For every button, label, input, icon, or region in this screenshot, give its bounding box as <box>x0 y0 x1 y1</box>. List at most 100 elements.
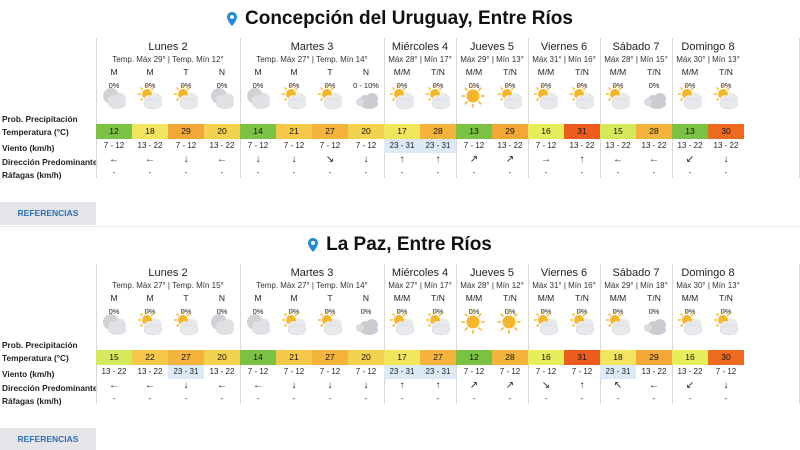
wind-speed-cell: 13 - 22 <box>605 141 631 150</box>
sun-cloud-icon <box>675 310 705 336</box>
period-label: T <box>327 67 333 77</box>
day-temp-range: Máx 27° | Mín 17° <box>388 281 452 290</box>
day-temp-range: Máx 30° | Mín 13° <box>676 55 740 64</box>
precip-probability: 0% <box>324 81 336 90</box>
temperature-cell: 20 <box>348 124 384 139</box>
wind-speed-cell: 7 - 12 <box>715 367 737 376</box>
day-name: Lunes 2 <box>148 267 188 279</box>
temperature-cell: 30 <box>708 350 744 365</box>
period-label: T/N <box>575 293 589 303</box>
wind-direction-arrow-icon: ↗ <box>469 380 479 391</box>
wind-direction-arrow-icon: ↓ <box>363 154 369 165</box>
wind-direction-arrow-icon: ↘ <box>325 154 335 165</box>
period-label: T/N <box>647 293 661 303</box>
day-separator <box>240 264 241 404</box>
wind-direction-arrow-icon: ↓ <box>723 154 729 165</box>
references-button[interactable]: REFERENCIAS <box>0 202 96 225</box>
wind-speed-cell: 13 - 22 <box>497 141 523 150</box>
day-separator <box>600 38 601 178</box>
row-label-temp: Temperatura (°C) <box>2 127 69 137</box>
gust-cell: - <box>292 168 296 177</box>
sun-cloud-icon <box>387 310 417 336</box>
sun-cloud-icon <box>171 310 201 336</box>
wind-speed-cell: 13 - 22 <box>137 367 163 376</box>
wind-speed-cell: 7 - 12 <box>463 367 485 376</box>
wind-direction-arrow-icon: ↓ <box>291 380 297 391</box>
sun-cloud-icon <box>279 310 309 336</box>
precip-probability: 0% <box>288 307 300 316</box>
wind-speed-cell: 23 - 31 <box>168 365 204 379</box>
precip-probability: 0% <box>252 307 264 316</box>
gust-cell: - <box>328 168 332 177</box>
day-temp-range: Máx 28° | Mín 12° <box>460 281 524 290</box>
temperature-cell: 17 <box>384 124 420 139</box>
sun-cloud-icon <box>171 84 201 110</box>
temperature-cell: 28 <box>492 350 528 365</box>
sun-cloud-icon <box>603 310 633 336</box>
wind-speed-cell: 13 - 22 <box>101 367 127 376</box>
gust-cell: - <box>652 168 656 177</box>
day-name: Martes 3 <box>290 267 334 279</box>
precip-probability: 0% <box>252 81 264 90</box>
temperature-cell: 16 <box>672 350 708 365</box>
precip-probability: 0% <box>648 307 660 316</box>
temperature-cell: 15 <box>96 350 132 365</box>
wind-direction-arrow-icon: ↓ <box>183 154 189 165</box>
precip-probability: 0% <box>144 307 156 316</box>
temperature-cell: 13 <box>456 124 492 139</box>
day-separator <box>456 264 457 404</box>
temperature-cell: 28 <box>636 124 672 139</box>
moon-cloud-icon <box>243 84 273 110</box>
location-title-text: La Paz, Entre Ríos <box>326 234 492 255</box>
day-temp-range: Temp. Máx 27° | Temp. Mín 15° <box>112 281 224 290</box>
temperature-cell: 20 <box>204 124 240 139</box>
wind-speed-cell: 7 - 12 <box>535 141 557 150</box>
period-label: N <box>362 67 370 77</box>
sun-icon <box>459 84 489 110</box>
wind-direction-arrow-icon: ← <box>253 380 263 391</box>
precip-probability: 0% <box>216 307 228 316</box>
sun-cloud-icon <box>567 84 597 110</box>
gust-cell: - <box>256 168 260 177</box>
temperature-cell: 27 <box>312 350 348 365</box>
wind-direction-arrow-icon: ↗ <box>469 154 479 165</box>
wind-speed-cell: 13 - 22 <box>677 367 703 376</box>
gust-cell: - <box>112 168 116 177</box>
period-label: M/M <box>393 67 411 77</box>
wind-direction-arrow-icon: ← <box>109 380 119 391</box>
gust-cell: - <box>724 168 728 177</box>
period-label: T <box>183 67 189 77</box>
period-label: N <box>362 293 370 303</box>
temperature-cell: 31 <box>564 124 600 139</box>
wind-speed-cell: 7 - 12 <box>499 367 521 376</box>
wind-speed-cell: 13 - 22 <box>209 141 235 150</box>
wind-direction-arrow-icon: ↑ <box>399 380 405 391</box>
temperature-cell: 18 <box>600 350 636 365</box>
precip-probability: 0% <box>612 81 624 90</box>
day-separator <box>600 264 601 404</box>
temperature-cell: 14 <box>240 350 276 365</box>
period-label: M/M <box>609 67 627 77</box>
gust-cell: - <box>688 394 692 403</box>
day-name: Domingo 8 <box>681 41 735 53</box>
row-label-gust: Ráfagas (km/h) <box>2 170 62 180</box>
wind-speed-cell: 13 - 22 <box>209 367 235 376</box>
day-name: Domingo 8 <box>681 267 735 279</box>
wind-direction-arrow-icon: ← <box>145 154 155 165</box>
temperature-cell: 21 <box>276 350 312 365</box>
row-label-prob: Prob. Precipitación <box>2 340 78 350</box>
wind-direction-arrow-icon: ↑ <box>435 154 441 165</box>
sun-icon <box>495 310 525 336</box>
wind-speed-cell: 7 - 12 <box>535 367 557 376</box>
wind-direction-arrow-icon: ↓ <box>363 380 369 391</box>
temperature-cell: 29 <box>492 124 528 139</box>
temperature-cell: 21 <box>276 124 312 139</box>
wind-direction-arrow-icon: ← <box>145 380 155 391</box>
precip-probability: 0% <box>684 307 696 316</box>
day-separator <box>240 38 241 178</box>
references-button[interactable]: REFERENCIAS <box>0 428 96 450</box>
period-label: M <box>290 67 298 77</box>
precip-probability: 0% <box>504 307 516 316</box>
sun-cloud-icon <box>387 84 417 110</box>
moon-cloud-icon <box>243 310 273 336</box>
